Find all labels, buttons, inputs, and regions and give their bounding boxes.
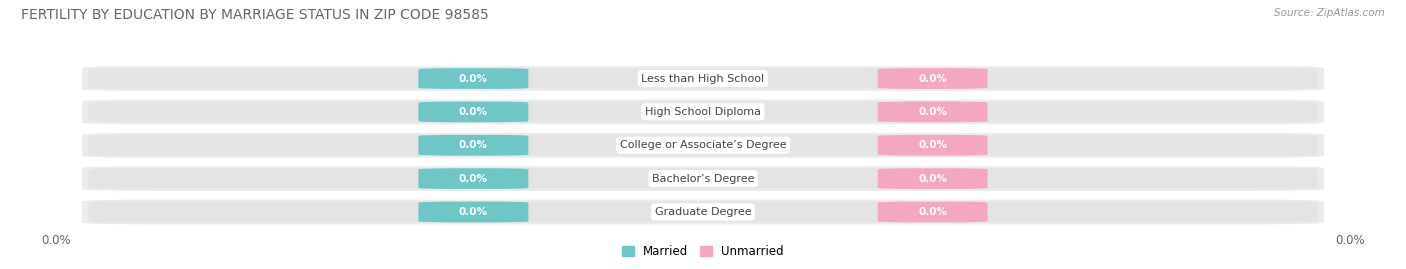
FancyBboxPatch shape bbox=[82, 133, 1324, 158]
FancyBboxPatch shape bbox=[89, 102, 1317, 122]
Text: 0.0%: 0.0% bbox=[918, 107, 948, 117]
Text: Less than High School: Less than High School bbox=[641, 73, 765, 84]
FancyBboxPatch shape bbox=[82, 100, 1324, 124]
Text: High School Diploma: High School Diploma bbox=[645, 107, 761, 117]
FancyBboxPatch shape bbox=[89, 135, 1317, 155]
FancyBboxPatch shape bbox=[89, 68, 1317, 89]
Text: 0.0%: 0.0% bbox=[918, 207, 948, 217]
Text: 0.0%: 0.0% bbox=[458, 107, 488, 117]
FancyBboxPatch shape bbox=[419, 168, 529, 189]
Legend: Married, Unmarried: Married, Unmarried bbox=[617, 241, 789, 263]
FancyBboxPatch shape bbox=[419, 68, 529, 89]
FancyBboxPatch shape bbox=[877, 102, 987, 122]
FancyBboxPatch shape bbox=[89, 202, 1317, 222]
Text: 0.0%: 0.0% bbox=[918, 140, 948, 150]
FancyBboxPatch shape bbox=[89, 168, 1317, 189]
Text: Graduate Degree: Graduate Degree bbox=[655, 207, 751, 217]
FancyBboxPatch shape bbox=[82, 66, 1324, 91]
Text: Source: ZipAtlas.com: Source: ZipAtlas.com bbox=[1274, 8, 1385, 18]
FancyBboxPatch shape bbox=[82, 166, 1324, 191]
FancyBboxPatch shape bbox=[877, 68, 987, 89]
Text: College or Associate’s Degree: College or Associate’s Degree bbox=[620, 140, 786, 150]
Text: 0.0%: 0.0% bbox=[918, 174, 948, 184]
FancyBboxPatch shape bbox=[877, 168, 987, 189]
Text: 0.0%: 0.0% bbox=[458, 73, 488, 84]
FancyBboxPatch shape bbox=[877, 202, 987, 222]
Text: 0.0%: 0.0% bbox=[458, 174, 488, 184]
FancyBboxPatch shape bbox=[82, 200, 1324, 224]
Text: 0.0%: 0.0% bbox=[458, 140, 488, 150]
FancyBboxPatch shape bbox=[419, 202, 529, 222]
FancyBboxPatch shape bbox=[877, 135, 987, 155]
FancyBboxPatch shape bbox=[419, 102, 529, 122]
Text: Bachelor’s Degree: Bachelor’s Degree bbox=[652, 174, 754, 184]
Text: FERTILITY BY EDUCATION BY MARRIAGE STATUS IN ZIP CODE 98585: FERTILITY BY EDUCATION BY MARRIAGE STATU… bbox=[21, 8, 489, 22]
Text: 0.0%: 0.0% bbox=[918, 73, 948, 84]
FancyBboxPatch shape bbox=[419, 135, 529, 155]
Text: 0.0%: 0.0% bbox=[458, 207, 488, 217]
